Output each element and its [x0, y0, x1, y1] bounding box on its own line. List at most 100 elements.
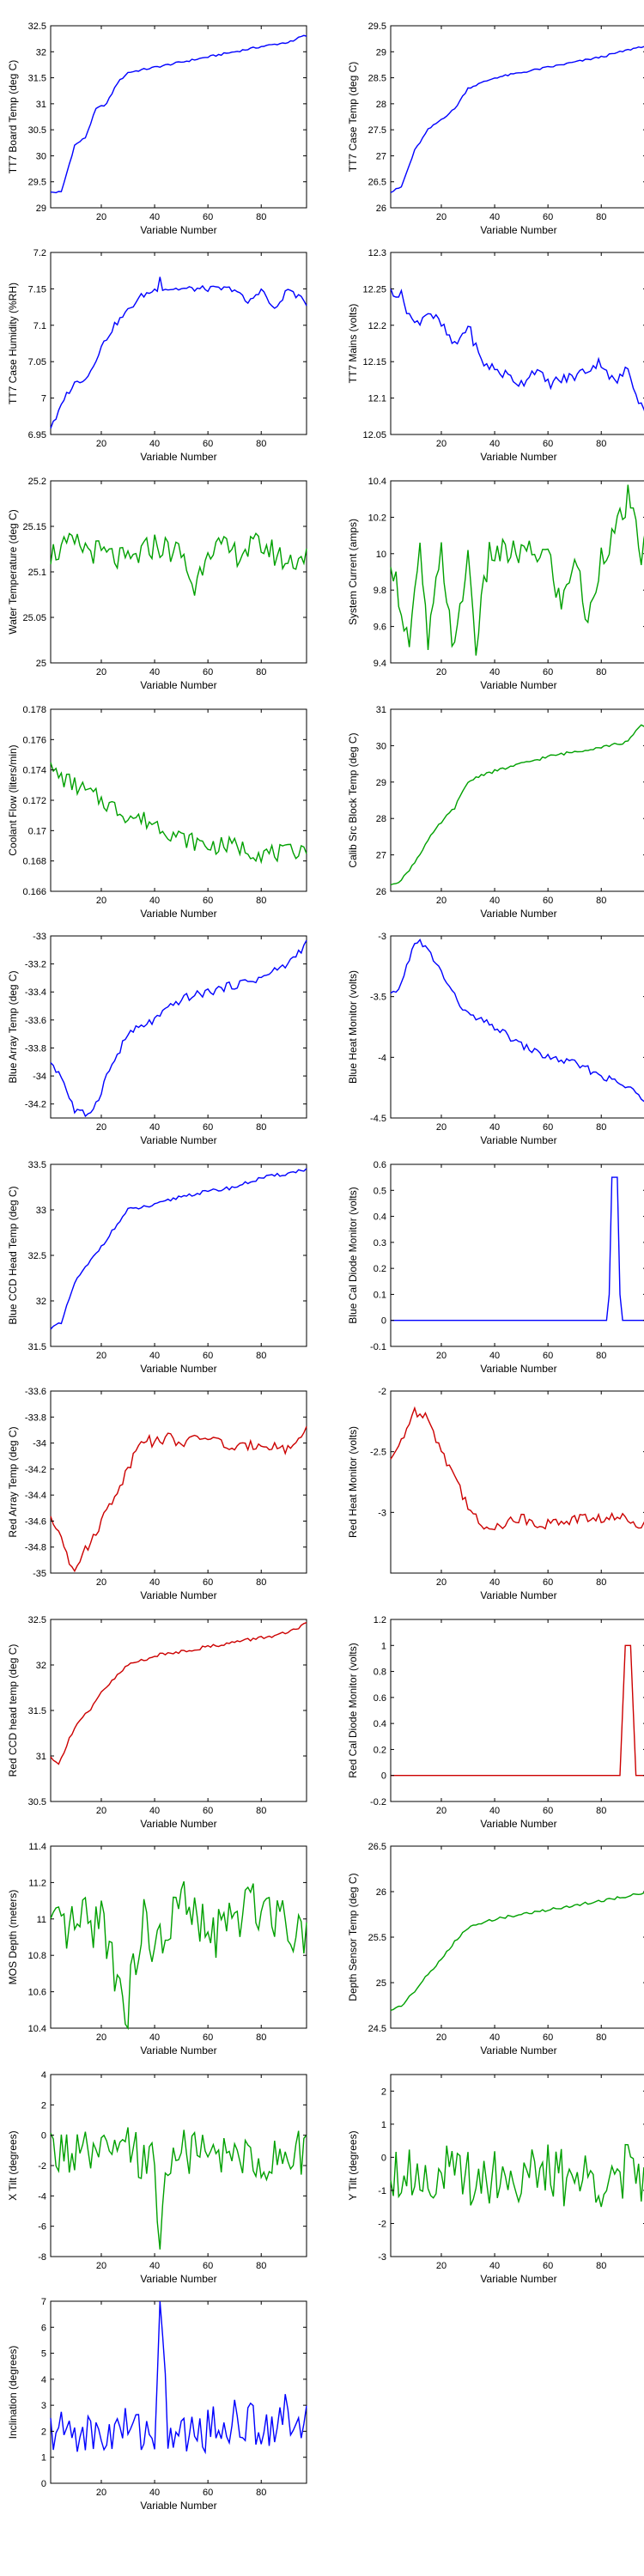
x-tick-label: 60	[203, 212, 213, 222]
y-tick-label: -2.5	[370, 1448, 386, 1458]
x-tick-label: 60	[203, 1351, 213, 1361]
y-tick-label: 6.95	[28, 430, 46, 440]
y-tick-label: 0.168	[22, 857, 46, 867]
y-tick-label: 7.2	[33, 248, 46, 258]
y-tick-label: 25.2	[28, 477, 46, 487]
series-line	[50, 276, 307, 429]
chart-panel-14: 20 40 60 80 -3 -2.5 -2 Variable Number Red Heat …	[347, 1387, 644, 1601]
y-axis-title: TT7 Case Temp (deg C)	[347, 62, 359, 173]
y-tick-label: 26	[376, 887, 386, 897]
y-tick-label: 11.4	[28, 1842, 46, 1852]
x-tick-label: 40	[489, 2261, 500, 2271]
x-tick-label: 60	[203, 1122, 213, 1133]
y-tick-label: 29	[376, 47, 386, 58]
x-tick-label: 40	[489, 1577, 500, 1588]
y-axis-title: Red Heat Monitor (volts)	[347, 1426, 359, 1538]
y-axis-title: Blue Array Temp (deg C)	[7, 970, 19, 1083]
plot-area	[390, 708, 644, 892]
x-axis-title: Variable Number	[480, 679, 556, 691]
y-axis-title: TT7 Board Temp (deg C)	[7, 60, 19, 174]
y-tick-label: 0	[41, 2131, 46, 2142]
y-axis-title: Red Array Temp (deg C)	[7, 1426, 19, 1537]
y-axis-title: Y Tilt (degrees)	[347, 2130, 359, 2200]
series-line	[50, 532, 307, 596]
plot-area	[390, 25, 644, 209]
y-tick-label: 10.4	[28, 2024, 46, 2034]
x-tick-label: 20	[96, 1122, 106, 1133]
y-tick-label: -34.2	[25, 1100, 46, 1110]
y-tick-label: -8	[38, 2252, 46, 2263]
x-axis-title: Variable Number	[140, 1589, 216, 1601]
x-tick-label: 80	[596, 667, 606, 677]
series-line	[50, 2300, 307, 2455]
y-tick-label: 7	[41, 2297, 46, 2307]
y-tick-label: 12.25	[362, 284, 386, 295]
chart-panel-12: 20 40 60 80 -0.1 0 0.1 0.2 0.3 0.4 0.5 0.6 Variable …	[347, 1160, 644, 1375]
x-tick-label: 40	[489, 1351, 500, 1361]
chart-panel-4: 20 40 60 80 12.05 12.1 12.15 12.2 12.25 12.3 Varia…	[347, 248, 644, 463]
x-tick-label: 60	[203, 667, 213, 677]
x-axis-title: Variable Number	[140, 2044, 216, 2057]
x-tick-label: 40	[489, 667, 500, 677]
y-tick-label: 31.5	[28, 1342, 46, 1352]
plot-area	[390, 2074, 644, 2257]
y-axis-title: TT7 Mains (volts)	[347, 304, 359, 384]
x-tick-label: 80	[256, 1577, 266, 1588]
y-tick-label: 12.15	[362, 357, 386, 368]
series-line	[50, 762, 307, 865]
chart-panel-5: 20 40 60 80 25 25.05 25.1 25.15 25.2 Variable Num…	[7, 477, 307, 691]
y-tick-label: 0.5	[374, 1186, 386, 1196]
y-tick-label: 4	[41, 2375, 46, 2385]
y-tick-label: 0.1	[374, 1290, 386, 1300]
series-line	[390, 1892, 644, 2012]
plot-area	[50, 1163, 307, 1347]
y-tick-label: 32	[36, 1297, 46, 1307]
y-axis-title: MOS Depth (meters)	[7, 1890, 19, 1985]
y-tick-label: 27.5	[368, 125, 386, 136]
y-tick-label: 0.8	[374, 1668, 386, 1678]
y-tick-label: -1	[378, 2186, 386, 2196]
x-axis-title: Variable Number	[480, 908, 556, 920]
x-tick-label: 40	[149, 212, 160, 222]
y-tick-label: 32	[36, 1661, 46, 1671]
y-tick-label: 10.2	[368, 513, 386, 523]
y-tick-label: -34	[33, 1439, 46, 1449]
y-tick-label: -33	[33, 932, 46, 942]
y-tick-label: 26	[376, 1887, 386, 1898]
y-tick-label: 0.172	[22, 796, 46, 806]
y-tick-label: 25.1	[28, 568, 46, 578]
y-tick-label: 30	[36, 151, 46, 161]
y-tick-label: 0.2	[374, 1264, 386, 1274]
y-tick-label: 1	[41, 2453, 46, 2464]
y-tick-label: 0.176	[22, 735, 46, 745]
x-tick-label: 40	[149, 2488, 160, 2498]
y-tick-label: 0.4	[374, 1719, 386, 1729]
plot-area	[50, 480, 307, 664]
chart-panel-1: 20 40 60 80 29 29.5 30 30.5 31 31.5 32 32.5 Variable…	[7, 21, 307, 236]
y-tick-label: -3	[378, 1508, 386, 1518]
plot-area	[50, 2074, 307, 2257]
chart-panel-19: 20 40 60 80 -8 -6 -4 -2 0 2 4 Variable Number X Tilt…	[7, 2070, 307, 2285]
x-axis-title: Variable Number	[140, 2273, 216, 2285]
series-line	[390, 2143, 644, 2208]
y-tick-label: -3	[378, 932, 386, 942]
x-tick-label: 20	[96, 896, 106, 906]
series-line	[390, 288, 644, 412]
x-tick-label: 20	[436, 667, 447, 677]
x-tick-label: 20	[436, 212, 447, 222]
x-tick-label: 20	[96, 2261, 106, 2271]
y-axis-title: Inclination (degrees)	[7, 2346, 19, 2439]
chart-panel-20: 20 40 60 80 -3 -2 -1 0 1 2 Variable Number Y Tilt (…	[347, 2074, 644, 2285]
x-tick-label: 80	[596, 1122, 606, 1133]
x-tick-label: 60	[543, 2032, 553, 2043]
y-tick-label: 25.05	[22, 613, 46, 623]
y-axis-title: Blue Heat Monitor (volts)	[347, 970, 359, 1084]
y-tick-label: -4	[378, 1053, 386, 1063]
x-tick-label: 20	[436, 896, 447, 906]
y-tick-label: 0.6	[374, 1160, 386, 1170]
y-tick-label: -4.5	[370, 1114, 386, 1124]
chart-panel-8: 20 40 60 80 26 27 28 29 30 31 Variable Number Calib…	[347, 705, 644, 920]
y-tick-label: 2	[41, 2100, 46, 2111]
x-tick-label: 60	[543, 439, 553, 449]
series-line	[390, 1406, 644, 1531]
